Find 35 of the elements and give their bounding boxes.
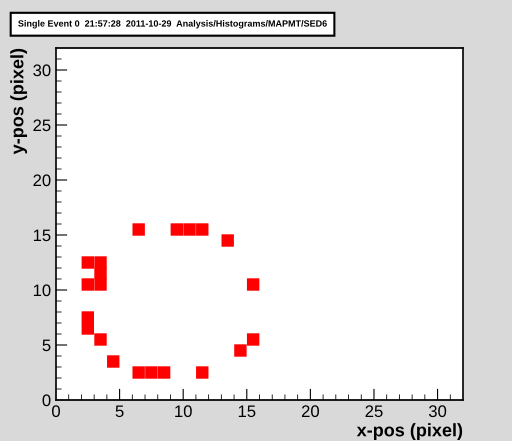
point bbox=[82, 322, 94, 335]
x-axis-title: x-pos (pixel) bbox=[356, 423, 462, 440]
chart-title: Single Event 0 21:57:28 2011-10-29 Analysis/Histograms/MAPMT/SED6 bbox=[18, 20, 327, 28]
y-tick-label: 0 bbox=[42, 394, 50, 406]
x-tick-label: 20 bbox=[302, 405, 319, 418]
point bbox=[145, 366, 158, 379]
point bbox=[94, 278, 107, 291]
y-axis-title: y-pos (pixel) bbox=[10, 48, 28, 154]
point bbox=[196, 223, 208, 236]
x-tick-label: 10 bbox=[175, 405, 192, 418]
point bbox=[158, 366, 170, 379]
point bbox=[183, 223, 196, 236]
point bbox=[196, 366, 208, 379]
point bbox=[170, 223, 184, 236]
point bbox=[132, 223, 145, 236]
point bbox=[246, 278, 260, 291]
point bbox=[234, 344, 247, 357]
point bbox=[82, 278, 94, 291]
point bbox=[222, 234, 234, 247]
x-tick-label: 0 bbox=[52, 405, 60, 418]
y-tick-label: 10 bbox=[34, 284, 50, 296]
point bbox=[246, 333, 260, 346]
y-tick-label: 30 bbox=[33, 64, 50, 76]
x-tick-label: 25 bbox=[366, 405, 383, 418]
x-tick-label: 5 bbox=[116, 405, 124, 418]
y-tick-label: 20 bbox=[33, 174, 50, 186]
point bbox=[82, 256, 94, 269]
y-tick-label: 5 bbox=[42, 340, 50, 352]
y-tick-label: 15 bbox=[34, 230, 50, 242]
x-tick-label: 15 bbox=[238, 405, 256, 418]
y-tick-label: 25 bbox=[33, 119, 50, 132]
point bbox=[107, 355, 120, 368]
point bbox=[94, 333, 107, 346]
point bbox=[132, 366, 145, 379]
x-tick-label: 30 bbox=[428, 405, 446, 418]
